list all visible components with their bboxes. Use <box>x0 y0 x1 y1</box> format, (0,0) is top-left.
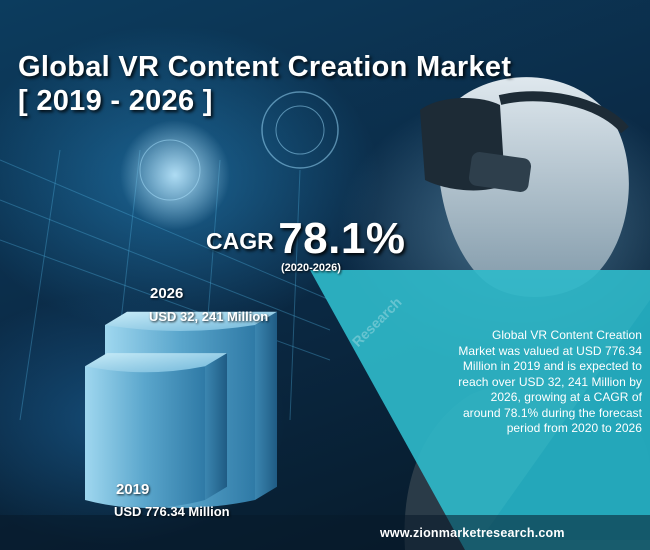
bar-2019 <box>85 353 227 508</box>
bar-chart <box>85 311 277 508</box>
title-line-2: [ 2019 - 2026 ] <box>18 85 213 117</box>
summary-text: Global VR Content Creation Market was va… <box>458 328 642 435</box>
chart-title: Global VR Content Creation Market [ 2019… <box>18 50 511 118</box>
title-line-1: Global VR Content Creation Market <box>18 51 512 83</box>
cagr-headline: CAGR 78.1% <box>206 214 405 264</box>
bar-2026-value-label: USD 32, 241 Million <box>149 309 269 324</box>
website-link[interactable]: www.zionmarketresearch.com <box>380 526 565 540</box>
cagr-value: 78.1% <box>278 214 406 263</box>
footer-strip <box>0 515 650 550</box>
bar-2019-value-label: USD 776.34 Million <box>114 504 230 519</box>
bar-2019-year-label: 2019 <box>116 481 150 498</box>
bar-2026-side <box>255 311 277 500</box>
cagr-period: (2020-2026) <box>281 262 341 274</box>
teal-wedge-shade <box>480 300 650 540</box>
hand-glow <box>120 120 230 230</box>
bar-2026-year-label: 2026 <box>150 285 184 302</box>
bar-2019-front <box>85 366 205 508</box>
bar-2019-side <box>205 353 227 500</box>
bar-2019-top <box>85 353 227 373</box>
cagr-label: CAGR <box>206 228 274 254</box>
bar-2026-top <box>105 311 277 331</box>
